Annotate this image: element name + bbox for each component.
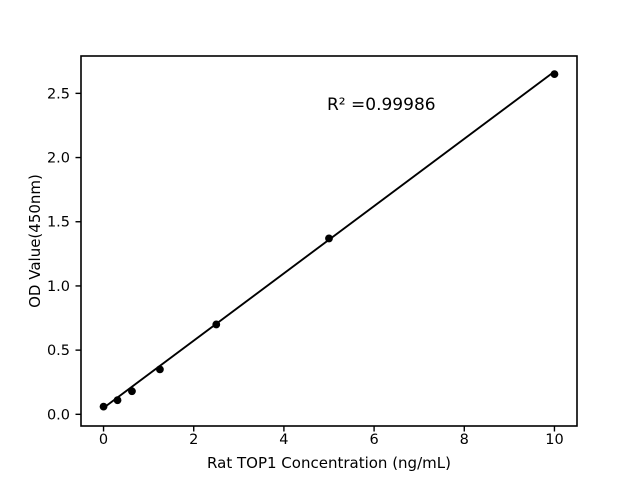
y-tick-label: 0.5 xyxy=(47,343,70,359)
data-point xyxy=(128,387,136,396)
x-tick-label: 10 xyxy=(545,432,563,448)
y-tick-label: 2.5 xyxy=(47,86,70,102)
x-tick-label: 6 xyxy=(369,432,378,448)
y-axis-ticks: 0.0 0.5 1.0 1.5 2.0 2.5 xyxy=(47,86,81,423)
data-point xyxy=(99,402,108,411)
x-tick-label: 8 xyxy=(460,432,469,448)
y-tick-label: 1.0 xyxy=(47,279,70,295)
r-squared-annotation: R² =0.99986 xyxy=(327,95,436,115)
x-tick-label: 0 xyxy=(99,432,108,448)
data-point xyxy=(325,234,333,243)
x-tick-label: 4 xyxy=(279,432,288,448)
x-tick-label: 2 xyxy=(189,432,198,448)
data-point xyxy=(212,320,221,329)
y-tick-label: 2.0 xyxy=(47,151,70,167)
y-tick-label: 1.5 xyxy=(47,215,70,231)
y-axis-label: OD Value(450nm) xyxy=(26,174,44,308)
x-axis-ticks: 0 2 4 6 8 10 xyxy=(99,426,564,448)
x-axis-label: Rat TOP1 Concentration (ng/mL) xyxy=(207,454,451,472)
data-point xyxy=(113,396,122,405)
y-tick-label: 0.0 xyxy=(47,407,70,423)
data-point xyxy=(550,70,559,79)
data-point xyxy=(156,365,164,374)
plot-area-border xyxy=(80,55,578,427)
data-series xyxy=(99,70,559,411)
